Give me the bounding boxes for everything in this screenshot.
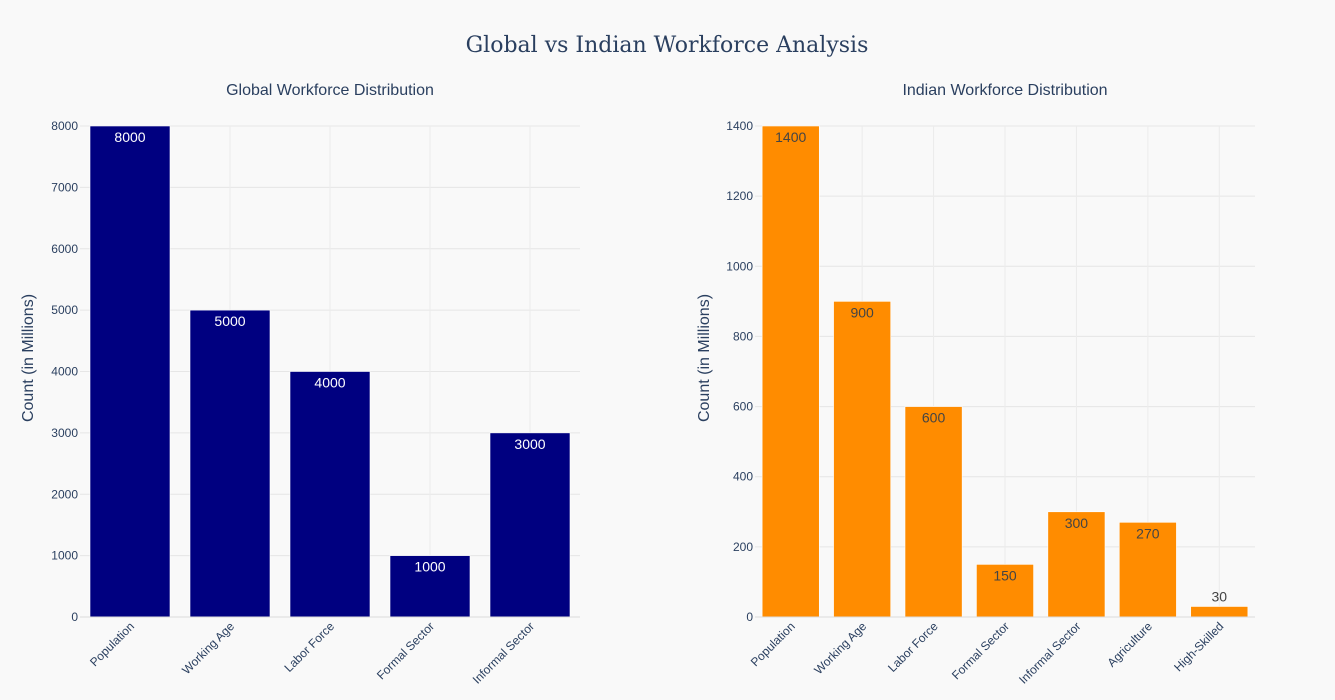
bar: [761, 125, 820, 618]
chart-title: Indian Workforce Distribution: [902, 82, 1107, 99]
y-tick-label: 0: [71, 610, 78, 624]
data-label: 900: [850, 304, 874, 320]
y-tick-label: 8000: [51, 119, 78, 133]
y-tick-label: 1200: [726, 189, 753, 203]
bar: [1047, 511, 1106, 618]
y-tick-label: 1000: [726, 259, 753, 273]
y-tick-label: 5000: [51, 303, 78, 317]
global-workforce-chart: Global Workforce Distribution Count (in …: [20, 82, 580, 687]
data-label: 8000: [114, 129, 145, 145]
bar: [489, 432, 571, 618]
data-label: 30: [1211, 588, 1227, 604]
y-tick-label: 4000: [51, 365, 78, 379]
bar: [189, 309, 271, 618]
bar: [89, 125, 171, 618]
y-tick-label: 7000: [51, 180, 78, 194]
bar: [389, 555, 471, 618]
y-tick-label: 2000: [51, 487, 78, 501]
bar: [1190, 606, 1249, 618]
chart-title: Global Workforce Distribution: [226, 82, 434, 99]
bar: [904, 406, 963, 618]
y-tick-label: 6000: [51, 242, 78, 256]
bar: [289, 371, 371, 618]
y-tick-label: 1000: [51, 549, 78, 563]
data-label: 150: [993, 567, 1017, 583]
y-tick-label: 400: [733, 470, 753, 484]
figure-title: Global vs Indian Workforce Analysis: [466, 33, 869, 58]
y-tick-label: 0: [746, 610, 753, 624]
data-label: 600: [922, 410, 946, 426]
y-tick-label: 3000: [51, 426, 78, 440]
data-label: 4000: [314, 375, 345, 391]
y-tick-label: 600: [733, 400, 753, 414]
data-label: 270: [1136, 525, 1160, 541]
y-tick-label: 200: [733, 540, 753, 554]
y-tick-label: 800: [733, 329, 753, 343]
bar: [976, 564, 1034, 618]
plot-area: 0100020003000400050006000700080008000Pop…: [51, 119, 580, 687]
y-tick-label: 1400: [726, 119, 753, 133]
bar: [833, 301, 892, 618]
data-label: 5000: [214, 313, 245, 329]
data-label: 1000: [414, 559, 445, 575]
y-axis-label: Count (in Millions): [20, 294, 37, 422]
data-label: 1400: [775, 129, 806, 145]
data-label: 3000: [514, 436, 545, 452]
y-axis-label: Count (in Millions): [696, 294, 713, 422]
bar: [1118, 522, 1177, 618]
data-label: 300: [1065, 515, 1089, 531]
